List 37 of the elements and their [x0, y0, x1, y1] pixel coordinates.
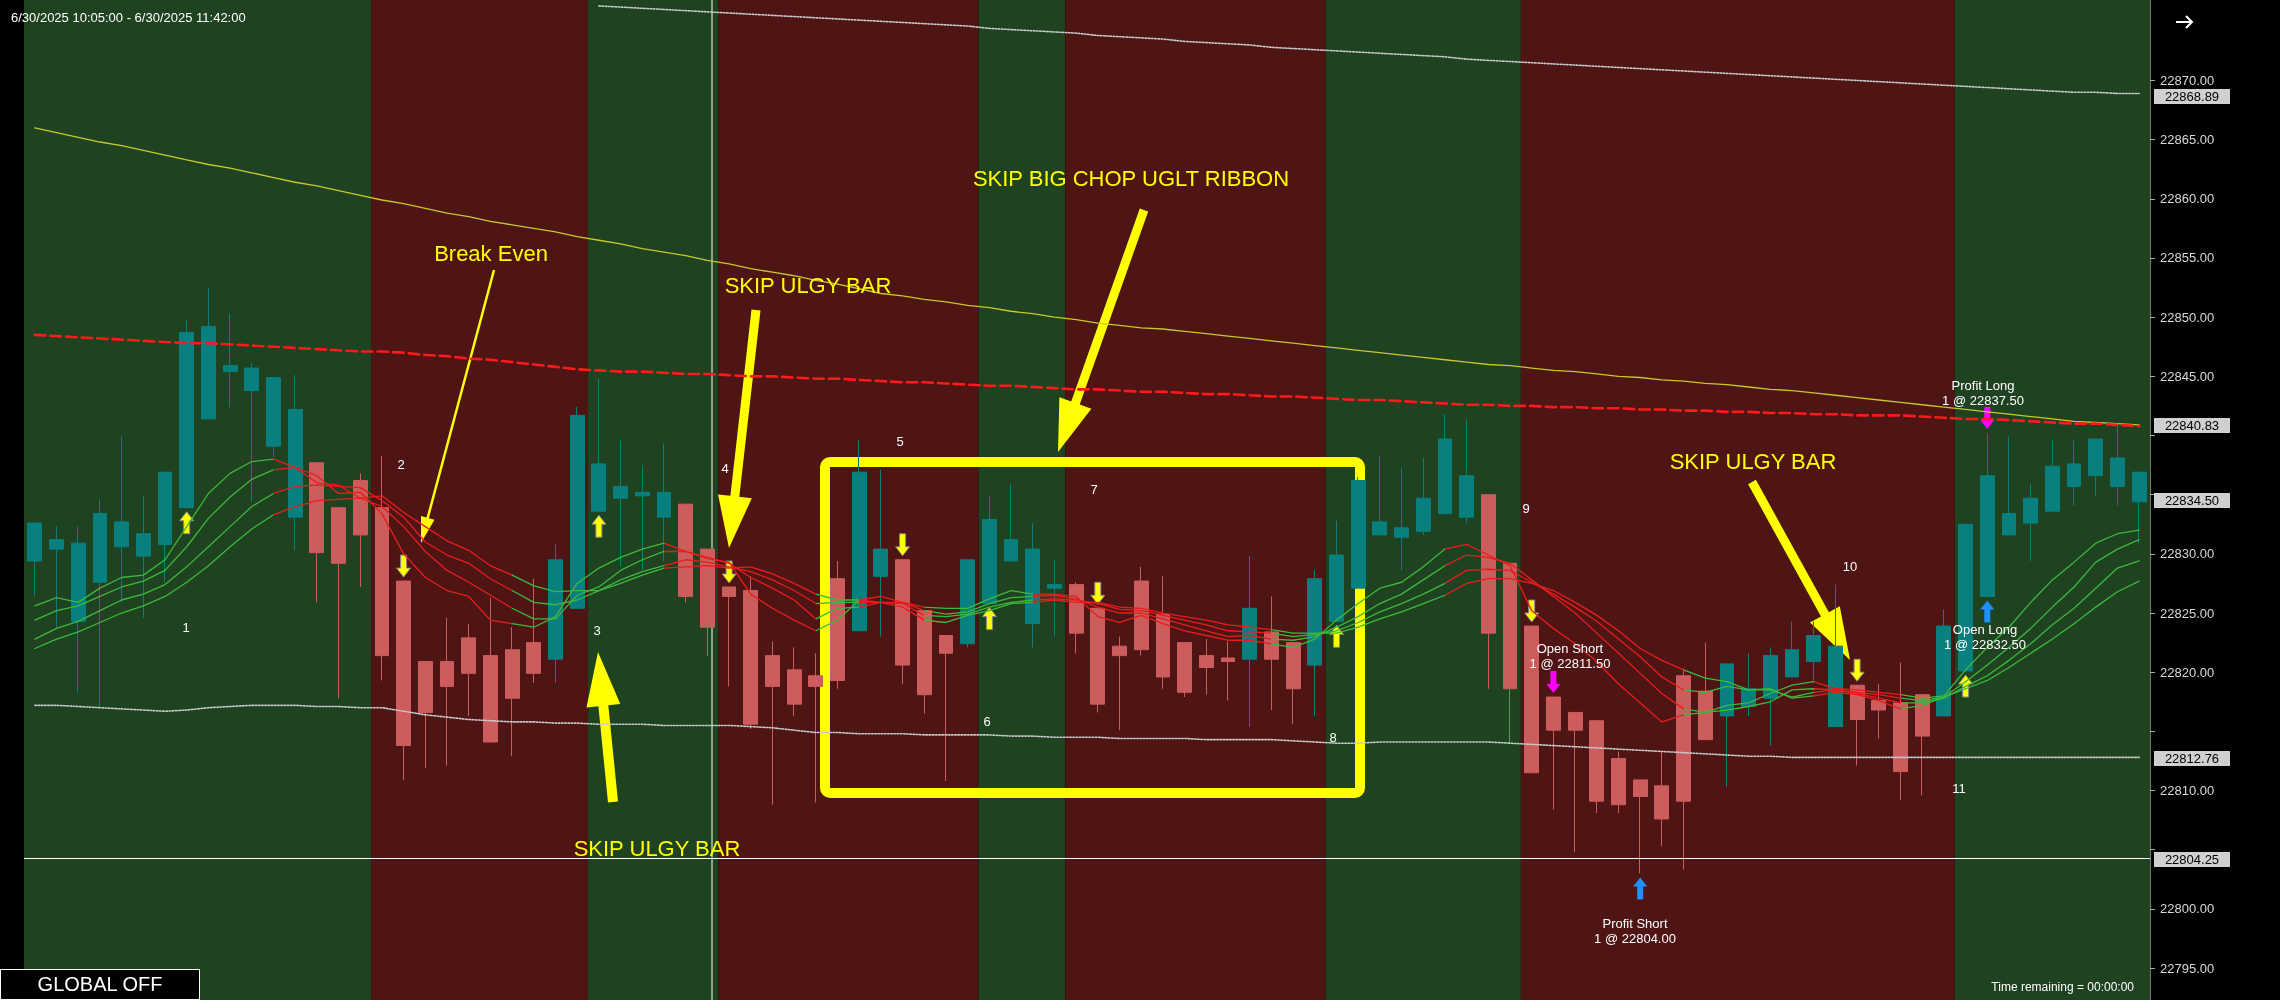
- y-tick-label: 22810.00: [2160, 783, 2215, 799]
- y-tick-label: 22870.00: [2160, 72, 2215, 88]
- y-tick-label: 22830.00: [2160, 546, 2215, 562]
- annotation: SKIP BIG CHOP UGLT RIBBON: [972, 166, 1290, 192]
- annotation: 4: [721, 460, 729, 477]
- annotation: Profit Long 1 @ 22837.50: [1942, 378, 2024, 409]
- annotation: 8: [1329, 729, 1337, 746]
- annotation: GLOBAL OFF: [37, 972, 163, 996]
- annotation: 1: [182, 619, 190, 636]
- text: 22812.76: [2154, 751, 2230, 766]
- y-tick-label: 22820.00: [2160, 664, 2215, 680]
- y-tick-label: 22825.00: [2160, 605, 2215, 621]
- annotation: 3: [593, 622, 601, 639]
- text: 22868.89: [2154, 89, 2230, 104]
- annotation: 6: [983, 713, 991, 730]
- text: 22840.83: [2154, 418, 2230, 433]
- annotation: 10: [1842, 558, 1858, 575]
- annotation: Profit Short 1 @ 22804.00: [1594, 916, 1676, 947]
- ref-line-label: 22804.25: [2154, 851, 2230, 867]
- text: 22834.50: [2154, 493, 2230, 508]
- y-tick-label: 22850.00: [2160, 309, 2215, 325]
- annotation: Break Even: [434, 241, 548, 267]
- annotation: 5: [896, 433, 904, 450]
- y-tick-label: 22865.00: [2160, 132, 2215, 148]
- annotation: 9: [1522, 500, 1530, 517]
- annotation: SKIP ULGY BAR: [1669, 449, 1837, 475]
- y-tick-label: 22845.00: [2160, 368, 2215, 384]
- annotation: 11: [1952, 780, 1966, 797]
- y-tick-label: 22800.00: [2160, 901, 2215, 917]
- y-tick-label: 22860.00: [2160, 191, 2215, 207]
- annotation: 2: [397, 456, 405, 473]
- annotation: Time remaining = 00:00:00: [1991, 980, 2134, 995]
- annotation: 7: [1090, 481, 1098, 498]
- text: 6/30/2025 10:05:00 - 6/30/2025 11:42:00: [11, 10, 246, 25]
- annotation: Open Long 1 @ 22832.50: [1944, 622, 2026, 653]
- y-tick-label: 22855.00: [2160, 250, 2215, 266]
- y-tick-label: 22795.00: [2160, 960, 2215, 976]
